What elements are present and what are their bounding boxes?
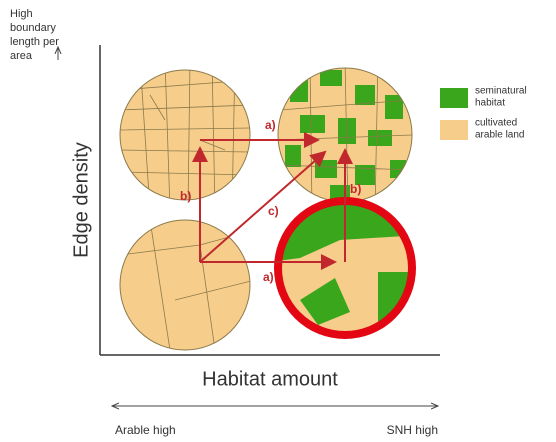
- legend-swatch: [440, 88, 468, 108]
- note-line: boundary: [10, 22, 56, 34]
- arrows: a) b) c) a) b): [180, 118, 361, 284]
- arrow-label: a): [263, 270, 274, 284]
- landscape-small-fields: [120, 70, 250, 200]
- circle-border: [119, 69, 251, 201]
- note-line: area: [10, 50, 33, 62]
- note-line: length per: [10, 36, 59, 48]
- x-axis-title: Habitat amount: [202, 368, 338, 390]
- landscape-small-mixed: [278, 68, 412, 202]
- y-note: High boundary length per area: [10, 8, 59, 62]
- arrow: [199, 150, 327, 263]
- circle-border: [119, 219, 251, 351]
- arrow-label: b): [180, 189, 191, 203]
- legend-label: cultivated: [475, 118, 517, 129]
- note-line: High: [10, 8, 33, 20]
- legend-swatch: [440, 120, 468, 140]
- legend-label: habitat: [475, 98, 505, 109]
- y-axis-title: Edge density: [70, 142, 92, 258]
- scale-left: Arable high: [115, 423, 176, 437]
- arrow-label: a): [265, 118, 276, 132]
- arrow-label: b): [350, 182, 361, 196]
- legend-label: arable land: [475, 130, 524, 141]
- arrow-label: c): [268, 204, 279, 218]
- scale-right: SNH high: [387, 423, 438, 437]
- legend-label: seminatural: [475, 86, 527, 97]
- landscape-large-fields: [120, 220, 250, 350]
